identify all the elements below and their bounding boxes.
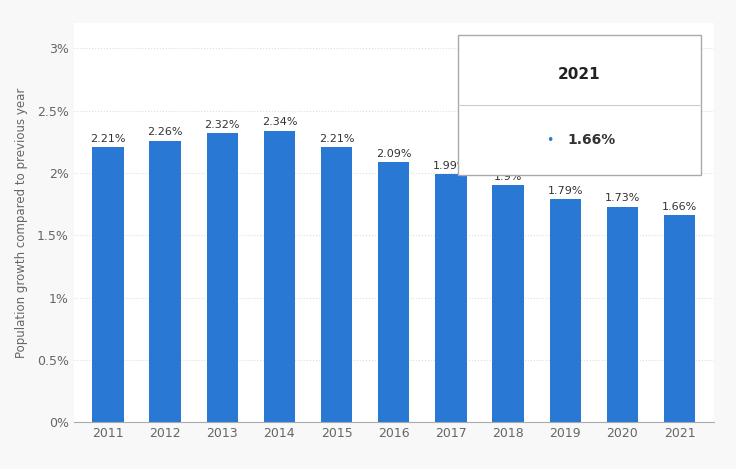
Bar (378, 162, 409, 422)
Text: 1.79%: 1.79% (548, 186, 583, 196)
Text: 2.09%: 2.09% (376, 149, 411, 159)
Text: 2.21%: 2.21% (90, 134, 126, 144)
Bar (149, 141, 181, 422)
Bar (550, 199, 581, 422)
Text: 1.73%: 1.73% (605, 194, 640, 204)
Text: 2.26%: 2.26% (147, 128, 183, 137)
Bar (606, 206, 638, 422)
Text: 2021: 2021 (558, 67, 601, 82)
Bar (321, 147, 353, 422)
Bar (664, 215, 696, 422)
Bar (207, 133, 238, 422)
Text: 2.21%: 2.21% (319, 134, 354, 144)
Text: •: • (547, 134, 554, 146)
Text: 1.99%: 1.99% (434, 161, 469, 171)
Bar (263, 130, 295, 422)
Bar (92, 147, 124, 422)
Y-axis label: Population growth compared to previous year: Population growth compared to previous y… (15, 88, 29, 358)
Text: 1.66%: 1.66% (567, 133, 616, 147)
Bar (492, 185, 524, 422)
Text: 1.9%: 1.9% (494, 172, 523, 182)
Text: 2.34%: 2.34% (262, 117, 297, 128)
Bar (435, 174, 467, 422)
Text: 2.32%: 2.32% (205, 120, 240, 130)
Text: 1.66%: 1.66% (662, 202, 697, 212)
